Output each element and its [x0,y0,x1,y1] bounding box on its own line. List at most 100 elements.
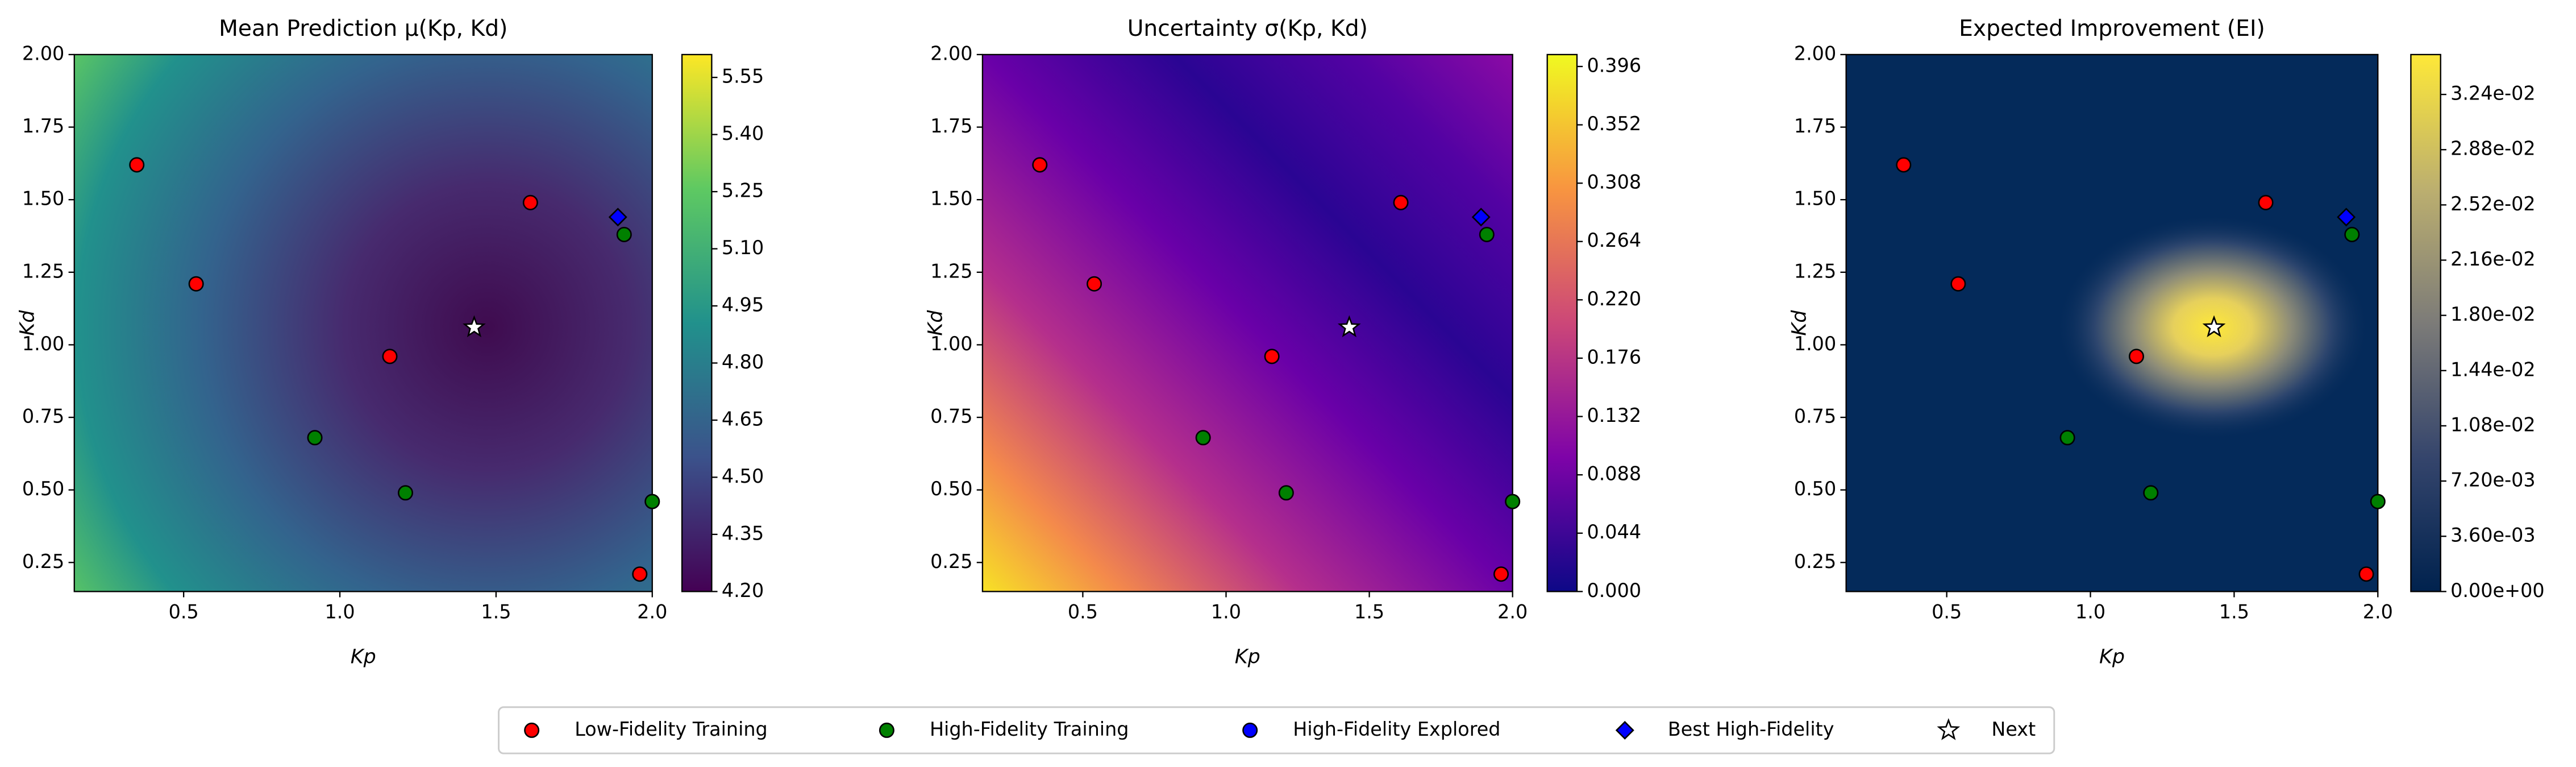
colorbar-tick-label: 0.00e+00 [2450,579,2544,602]
data-point [382,349,398,364]
y-tick-label: 1.00 [1794,333,1836,355]
y-axis-label: Kd [16,310,39,336]
data-point [463,315,486,338]
colorbar-tick-label: 5.25 [722,180,764,202]
y-tick-label: 1.25 [1794,260,1836,282]
y-tick-label: 1.50 [22,188,64,210]
y-tick-label: 1.00 [930,333,972,355]
colorbar-tick-label: 0.000 [1587,579,1641,602]
data-point [1950,276,1966,292]
legend-label: High-Fidelity Explored [1293,718,1500,740]
colorbar-tick-label: 0.396 [1587,54,1641,76]
y-tick-label: 2.00 [1794,42,1836,64]
legend-marker [1615,720,1634,740]
y-tick-label: 2.00 [22,42,64,64]
y-tick-label: 0.75 [1794,405,1836,428]
colorbar-tick-label: 5.10 [722,237,764,259]
data-point [1032,157,1048,173]
legend-frame [498,706,2055,754]
data-point [1278,485,1294,501]
colorbar-tick-label: 0.044 [1587,521,1641,543]
colorbar-tick-label: 2.16e-02 [2450,248,2536,270]
data-point [1195,430,1211,446]
legend-label: Best High-Fidelity [1668,718,1834,740]
data-point [2202,315,2226,338]
x-axis-label: Kp [2099,646,2125,669]
plot-frame [981,53,1513,592]
colorbar-tick-label: 2.52e-02 [2450,193,2536,215]
data-point [2143,485,2159,501]
data-point [522,194,538,210]
colorbar-tick-label: 0.220 [1587,288,1641,310]
data-point [1471,208,1491,227]
colorbar-tick-label: 1.44e-02 [2450,358,2536,380]
colorbar-tick-label: 0.132 [1587,404,1641,426]
legend-marker [1242,722,1258,738]
colorbar [1546,53,1578,592]
y-tick-label: 1.75 [1794,115,1836,137]
data-point [1087,276,1102,292]
x-tick-label: 2.0 [2363,601,2393,623]
colorbar-tick-label: 5.40 [722,122,764,144]
colorbar-tick-label: 4.80 [722,351,764,373]
y-tick-label: 0.75 [930,405,972,428]
panel-title: Uncertainty σ(Kp, Kd) [1127,16,1368,42]
panel-title: Mean Prediction μ(Kp, Kd) [219,16,507,42]
heatmap-field [982,54,1513,592]
legend-label: Next [1991,718,2036,740]
data-point [307,430,323,446]
colorbar-tick-label: 1.08e-02 [2450,413,2536,436]
colorbar-tick-label: 5.55 [722,65,764,88]
data-point [2258,194,2274,210]
data-point [188,276,204,292]
y-tick-label: 1.75 [930,115,972,137]
y-tick-label: 2.00 [930,42,972,64]
legend-marker [524,722,540,738]
x-tick-label: 1.0 [2075,601,2105,623]
data-point [1337,315,1361,338]
colorbar-tick-label: 3.24e-02 [2450,82,2536,105]
x-tick-label: 1.5 [2219,601,2249,623]
heatmap [982,54,1513,592]
x-tick-label: 0.5 [169,601,199,623]
y-tick-label: 0.25 [1794,550,1836,573]
data-point [2358,566,2374,582]
data-point [2370,494,2386,509]
data-point [1393,194,1409,210]
colorbar-tick-label: 0.308 [1587,171,1641,193]
x-tick-label: 2.0 [1497,601,1528,623]
y-tick-label: 1.50 [930,188,972,210]
legend-marker [879,722,894,738]
heatmap-field [74,54,652,592]
data-point [632,566,648,582]
x-tick-label: 0.5 [1932,601,1962,623]
colorbar-tick-label: 0.264 [1587,229,1641,251]
y-axis-label: Kd [1788,310,1811,336]
colorbar-tick-label: 1.80e-02 [2450,303,2536,325]
data-point [1264,349,1280,364]
data-point [644,494,660,509]
data-point [1479,226,1495,242]
y-axis-label: Kd [925,310,947,336]
data-point [397,485,413,501]
x-tick-label: 1.0 [1211,601,1241,623]
x-tick-label: 1.5 [1354,601,1384,623]
data-point [1896,157,1912,173]
heatmap [74,54,652,592]
y-tick-label: 0.75 [22,405,64,428]
colorbar-tick-label: 3.60e-03 [2450,524,2536,546]
y-tick-label: 0.50 [1794,478,1836,500]
legend-label: High-Fidelity Training [930,718,1129,740]
y-tick-label: 1.50 [1794,188,1836,210]
x-tick-label: 1.0 [324,601,355,623]
y-tick-label: 0.25 [930,550,972,573]
data-point [2128,349,2144,364]
x-tick-label: 1.5 [481,601,511,623]
y-tick-label: 1.25 [930,260,972,282]
colorbar-tick-label: 4.95 [722,294,764,316]
colorbar-tick-label: 4.65 [722,408,764,430]
colorbar-tick-label: 0.088 [1587,463,1641,485]
x-axis-label: Kp [1235,646,1260,669]
colorbar-tick-label: 2.88e-02 [2450,138,2536,160]
